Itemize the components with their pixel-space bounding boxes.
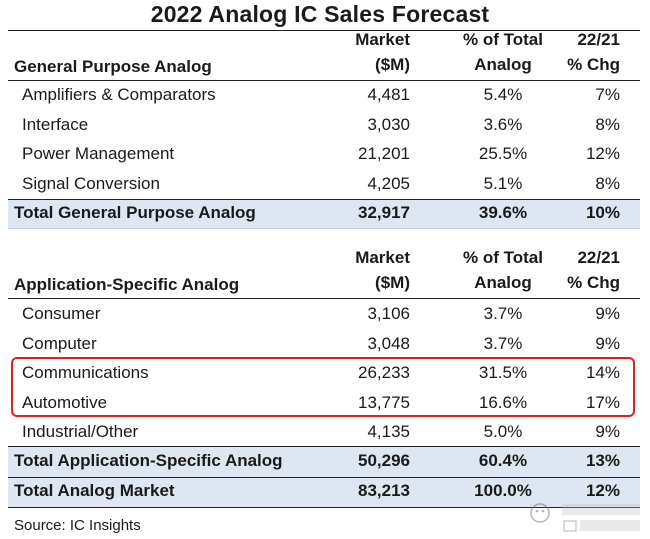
- table-row-name: Power Management: [22, 144, 175, 163]
- table-row-pct: 16.6%: [478, 392, 528, 412]
- table-row-pct: 5.0%: [483, 422, 523, 441]
- table-row-market: 3,106: [367, 304, 410, 323]
- total-row-pct: 60.4%: [478, 451, 528, 470]
- table-bottom-rule: [8, 507, 640, 508]
- header-market-line2: ($M): [375, 55, 410, 74]
- table-row-market: 4,205: [367, 173, 410, 193]
- section-label: Application-Specific Analog: [14, 275, 240, 294]
- table-row-market: 3,048: [367, 333, 410, 353]
- table-row-pct: 5.4%: [483, 85, 523, 104]
- grand-total-row-name: Total Analog Market: [14, 481, 175, 500]
- table-row-name: Communications: [22, 363, 149, 382]
- total-bottom-rule: [8, 228, 640, 229]
- total-row-chg: 13%: [585, 451, 620, 470]
- watermark-logo-icon: [530, 503, 640, 532]
- source-note: Source: IC Insights: [14, 517, 141, 534]
- header-chg-line2: % Chg: [567, 55, 620, 74]
- table-row-pct: 3.7%: [483, 304, 523, 323]
- header-chg-line1: 22/21: [577, 248, 620, 267]
- watermark: [528, 500, 646, 534]
- table-row-chg: 8%: [595, 173, 620, 193]
- table-row-chg: 8%: [595, 114, 620, 134]
- header-pct-line2: Analog: [474, 55, 532, 74]
- header-market-line2: ($M): [375, 273, 410, 292]
- table-row-pct: 25.5%: [478, 144, 528, 163]
- header-market-line1: Market: [355, 248, 410, 267]
- table-row-chg: 9%: [595, 422, 620, 441]
- header-market-line1: Market: [355, 30, 410, 49]
- total-row-market: 32,917: [358, 203, 410, 222]
- grand-total-row-pct: 100.0%: [474, 481, 532, 500]
- table-row-chg: 9%: [595, 333, 620, 353]
- table-row-name: Signal Conversion: [22, 173, 160, 193]
- grand-total-row-chg: 12%: [585, 481, 620, 500]
- header-chg-line1: 22/21: [577, 30, 620, 49]
- table-row-name: Interface: [22, 114, 89, 134]
- table-row-market: 3,030: [367, 114, 410, 134]
- table-row-chg: 7%: [595, 85, 620, 104]
- total-row-market: 50,296: [358, 451, 410, 470]
- table-row-pct: 5.1%: [483, 173, 523, 193]
- total-row-pct: 39.6%: [478, 203, 528, 222]
- table-row-name: Automotive: [22, 392, 108, 412]
- table-title: 2022 Analog IC Sales Forecast: [150, 1, 490, 27]
- header-pct-line2: Analog: [474, 273, 532, 292]
- section-label: General Purpose Analog: [14, 57, 212, 76]
- total-band: [8, 199, 640, 228]
- table-row-market: 4,135: [367, 422, 410, 441]
- table-row-pct: 3.6%: [483, 114, 523, 134]
- section-header-rule: [8, 298, 640, 299]
- table-row-market: 21,201: [358, 144, 410, 163]
- total-row-name: Total General Purpose Analog: [14, 203, 256, 222]
- header-pct-line1: % of Total: [463, 30, 543, 49]
- table-row-chg: 14%: [585, 363, 620, 382]
- total-top-rule: [8, 199, 640, 200]
- total-row-name: Total Application-Specific Analog: [14, 451, 283, 470]
- table-row-chg: 17%: [585, 392, 620, 412]
- table-row-market: 26,233: [358, 363, 410, 382]
- header-pct-line1: % of Total: [463, 248, 543, 267]
- table-row-pct: 3.7%: [483, 333, 523, 353]
- grand-total-band: [8, 478, 640, 508]
- section-header-rule: [8, 80, 640, 81]
- table-row-market: 4,481: [367, 85, 410, 104]
- total-bottom-rule: [8, 477, 640, 478]
- table-row-name: Industrial/Other: [22, 422, 139, 441]
- table-row-name: Consumer: [22, 304, 101, 323]
- grand-total-row-market: 83,213: [358, 481, 410, 500]
- table-row-name: Computer: [22, 333, 97, 353]
- table-row-market: 13,775: [358, 392, 410, 412]
- total-row-chg: 10%: [585, 203, 620, 222]
- table-row-name: Amplifiers & Comparators: [22, 85, 216, 104]
- highlight-box: [11, 357, 635, 417]
- total-band: [8, 446, 640, 477]
- header-chg-line2: % Chg: [567, 273, 620, 292]
- top-rule: [8, 30, 640, 31]
- table-row-pct: 31.5%: [478, 363, 528, 382]
- total-top-rule: [8, 446, 640, 447]
- table-row-chg: 12%: [585, 144, 620, 163]
- table-row-chg: 9%: [595, 304, 620, 323]
